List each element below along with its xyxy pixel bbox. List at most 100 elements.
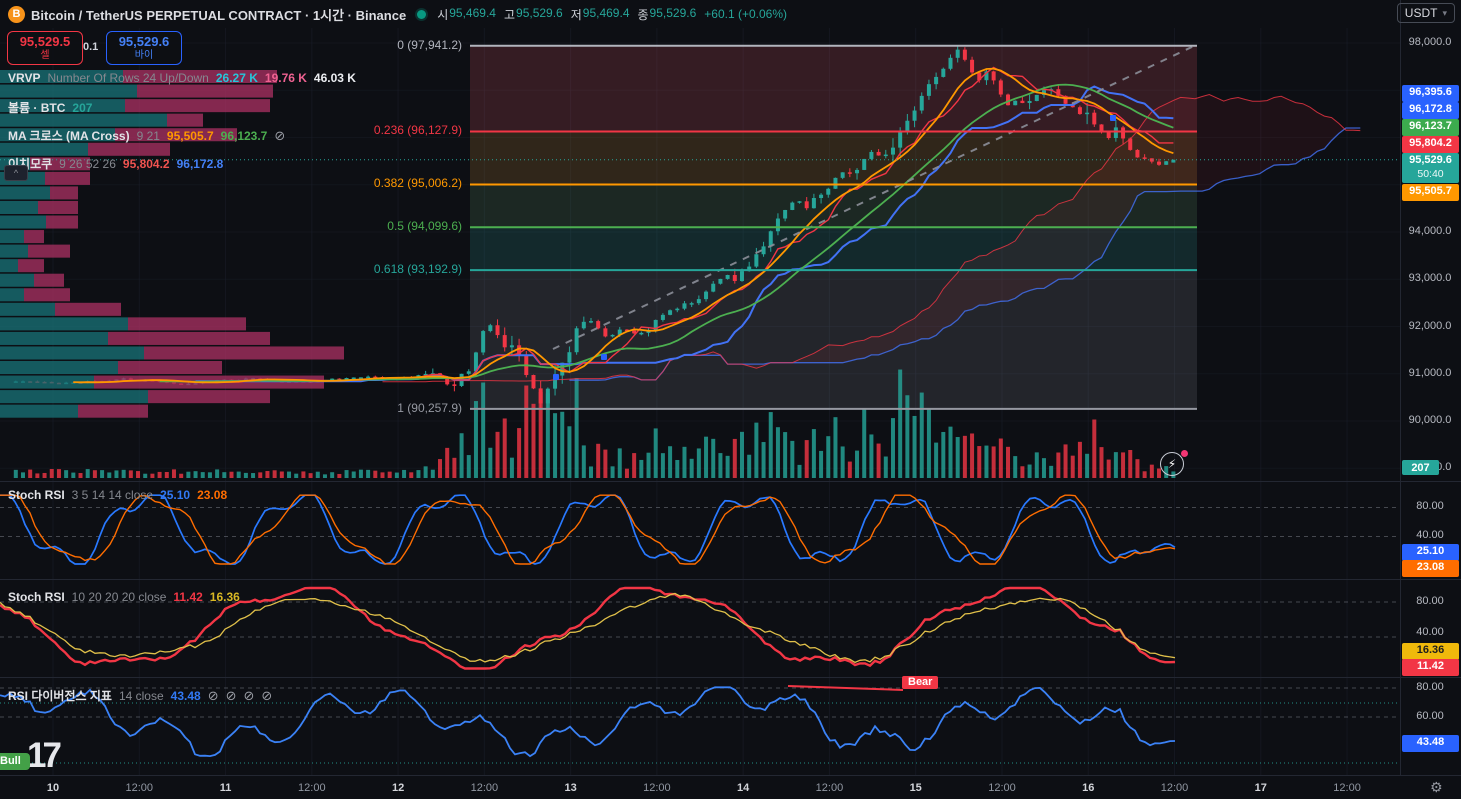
- time-axis-separator: [0, 775, 1461, 776]
- market-status-icon[interactable]: [417, 9, 427, 19]
- time-axis-label: 12:00: [1160, 782, 1189, 794]
- change-value: +60.1 (+0.06%): [704, 7, 787, 21]
- ma-cross-params: 9 21: [136, 128, 160, 143]
- price-badge-value: 95,505.7: [1409, 185, 1452, 197]
- price-badge: 95,804.2: [1402, 136, 1459, 153]
- close-label: 종: [637, 7, 649, 22]
- buy-label: 바이: [134, 49, 154, 61]
- legend-volume[interactable]: 볼륨 · BTC 207: [8, 99, 92, 116]
- time-axis-label: 10: [46, 782, 60, 794]
- volume-value: 207: [72, 100, 93, 115]
- volume-badge: 207: [1402, 460, 1439, 475]
- open-value: 95,469.4: [449, 5, 496, 20]
- sell-button[interactable]: 95,529.5 셀: [7, 31, 83, 65]
- time-axis-label: 12:00: [1333, 782, 1361, 794]
- legend-ma-cross[interactable]: MA 크로스 (MA Cross) 9 21 95,505.7 96,123.7…: [8, 127, 285, 144]
- disabled-circle-icon[interactable]: ⊘: [261, 687, 273, 703]
- ohlc-values: 시 95,469.4 고 95,529.6 저 95,469.4 종 95,529.6 …: [437, 6, 787, 23]
- tradingview-logo[interactable]: 17: [27, 736, 62, 775]
- price-badge-value: 95,529.6: [1409, 154, 1452, 166]
- time-axis-label: 16: [1082, 782, 1095, 794]
- low-value: 95,469.4: [582, 5, 630, 20]
- instant-trading-icon[interactable]: ⚡: [1160, 452, 1184, 476]
- pane-level-label: 40.00: [1416, 529, 1444, 541]
- price-badge: 96,123.7: [1402, 119, 1459, 136]
- pane-level-label: 40.00: [1416, 626, 1444, 638]
- legend-stoch-rsi-2[interactable]: Stoch RSI 10 20 20 20 close 11.42 16.36: [8, 590, 240, 604]
- price-badge: 96,395.6: [1402, 85, 1459, 102]
- vrvp-up-value: 26.27 K: [215, 71, 258, 85]
- stoch-rsi-2-title: Stoch RSI: [8, 590, 65, 604]
- volume-title: 볼륨 · BTC: [8, 101, 66, 115]
- price-badge: 95,505.7: [1402, 184, 1459, 201]
- currency-selector[interactable]: USDT ▾: [1396, 3, 1455, 23]
- legend-rsi-divergence[interactable]: RSI 다이버전스 지표 14 close 43.48 ⊘ ⊘ ⊘ ⊘: [8, 687, 272, 704]
- time-axis-label: 12:00: [470, 782, 499, 794]
- timezone-settings-icon[interactable]: ⚙: [1430, 779, 1443, 795]
- time-axis-label: 12:00: [643, 782, 671, 794]
- ma-slow-value: 96,123.7: [220, 128, 268, 143]
- legend-stoch-rsi-1[interactable]: Stoch RSI 3 5 14 14 close 25.10 23.08: [8, 488, 227, 502]
- price-badge-value: 96,395.6: [1409, 86, 1452, 98]
- rsi-divergence-params: 14 close: [118, 688, 164, 703]
- chart-header: B Bitcoin / TetherUS PERPETUAL CONTRACT …: [0, 0, 787, 28]
- price-axis-label: 98,000.0: [1408, 36, 1452, 48]
- stoch-rsi-1-k-value: 25.10: [160, 488, 191, 502]
- chevron-down-icon: ▾: [1442, 7, 1447, 18]
- pane-level-label: 80.00: [1416, 595, 1444, 607]
- indicator-badge: 23.08: [1402, 560, 1459, 577]
- open-label: 시: [437, 7, 449, 22]
- indicator-badge: 25.10: [1402, 544, 1459, 561]
- buy-button[interactable]: 95,529.6 바이: [106, 31, 182, 65]
- ma-fast-value: 95,505.7: [166, 128, 214, 143]
- time-axis-label: 12:00: [298, 782, 326, 794]
- fib-level-label: 0.618 (93,192.9): [373, 262, 462, 277]
- stoch-rsi-1-title: Stoch RSI: [8, 488, 65, 502]
- ma-cross-title: MA 크로스 (MA Cross): [8, 129, 130, 143]
- buy-price: 95,529.6: [118, 34, 170, 50]
- price-badge: 96,172.8: [1402, 102, 1459, 119]
- price-badge-value: 96,123.7: [1409, 120, 1452, 132]
- pane-separator[interactable]: [0, 579, 1461, 580]
- price-axis-label: 92,000.0: [1408, 319, 1452, 332]
- disabled-circle-icon[interactable]: ⊘: [243, 687, 255, 703]
- indicator-badge: 16.36: [1402, 643, 1459, 660]
- time-axis-label: 13: [564, 782, 577, 794]
- price-axis-label: 90,000.0: [1408, 414, 1452, 426]
- price-axis-label: 93,000.0: [1408, 272, 1452, 285]
- pane-separator[interactable]: [0, 677, 1461, 678]
- low-label: 저: [570, 7, 582, 22]
- fib-level-label: 0.236 (96,127.9): [373, 123, 462, 138]
- notification-dot-icon: [1181, 450, 1188, 457]
- vrvp-total-value: 46.03 K: [313, 71, 356, 85]
- price-axis-label: 91,000.0: [1408, 366, 1452, 379]
- bull-divergence-label[interactable]: Bull: [0, 753, 30, 770]
- ichimoku-params: 9 26 52 26: [59, 156, 116, 171]
- indicator-badge: 11.42: [1402, 659, 1459, 676]
- rsi-divergence-value: 43.48: [170, 688, 201, 703]
- spread-value: 0.1: [83, 41, 99, 53]
- pane-level-label: 80.00: [1416, 500, 1444, 512]
- ichimoku-conversion-value: 96,172.8: [176, 156, 224, 171]
- fib-level-label: 0.382 (95,006.2): [373, 176, 462, 191]
- rsi-divergence-title: RSI 다이버전스 지표: [8, 689, 112, 703]
- close-value: 95,529.6: [649, 5, 697, 20]
- legend-ichimoku[interactable]: 이치모쿠 9 26 52 26 95,804.2 96,172.8: [8, 155, 223, 172]
- disabled-circle-icon[interactable]: ⊘: [207, 687, 219, 703]
- bar-countdown: 50:40: [1417, 167, 1444, 180]
- fib-level-label: 0.5 (94,099.6): [387, 219, 462, 234]
- price-badge: 95,529.6 50:40: [1402, 153, 1459, 183]
- collapse-legend-button[interactable]: ^: [4, 165, 28, 181]
- fib-level-label: 1 (90,257.9): [397, 400, 462, 415]
- stoch-rsi-1-params: 3 5 14 14 close: [71, 488, 154, 502]
- legend-vrvp[interactable]: VRVP Number Of Rows 24 Up/Down 26.27 K 1…: [8, 71, 356, 85]
- time-axis-label: 17: [1254, 782, 1267, 794]
- pane-separator[interactable]: [0, 481, 1461, 482]
- price-badge-value: 96,172.8: [1409, 103, 1452, 115]
- disabled-circle-icon[interactable]: ⊘: [225, 687, 237, 703]
- symbol-title[interactable]: Bitcoin / TetherUS PERPETUAL CONTRACT · …: [31, 7, 407, 23]
- disabled-circle-icon[interactable]: ⊘: [274, 127, 286, 143]
- bear-divergence-label[interactable]: Bear: [902, 676, 939, 689]
